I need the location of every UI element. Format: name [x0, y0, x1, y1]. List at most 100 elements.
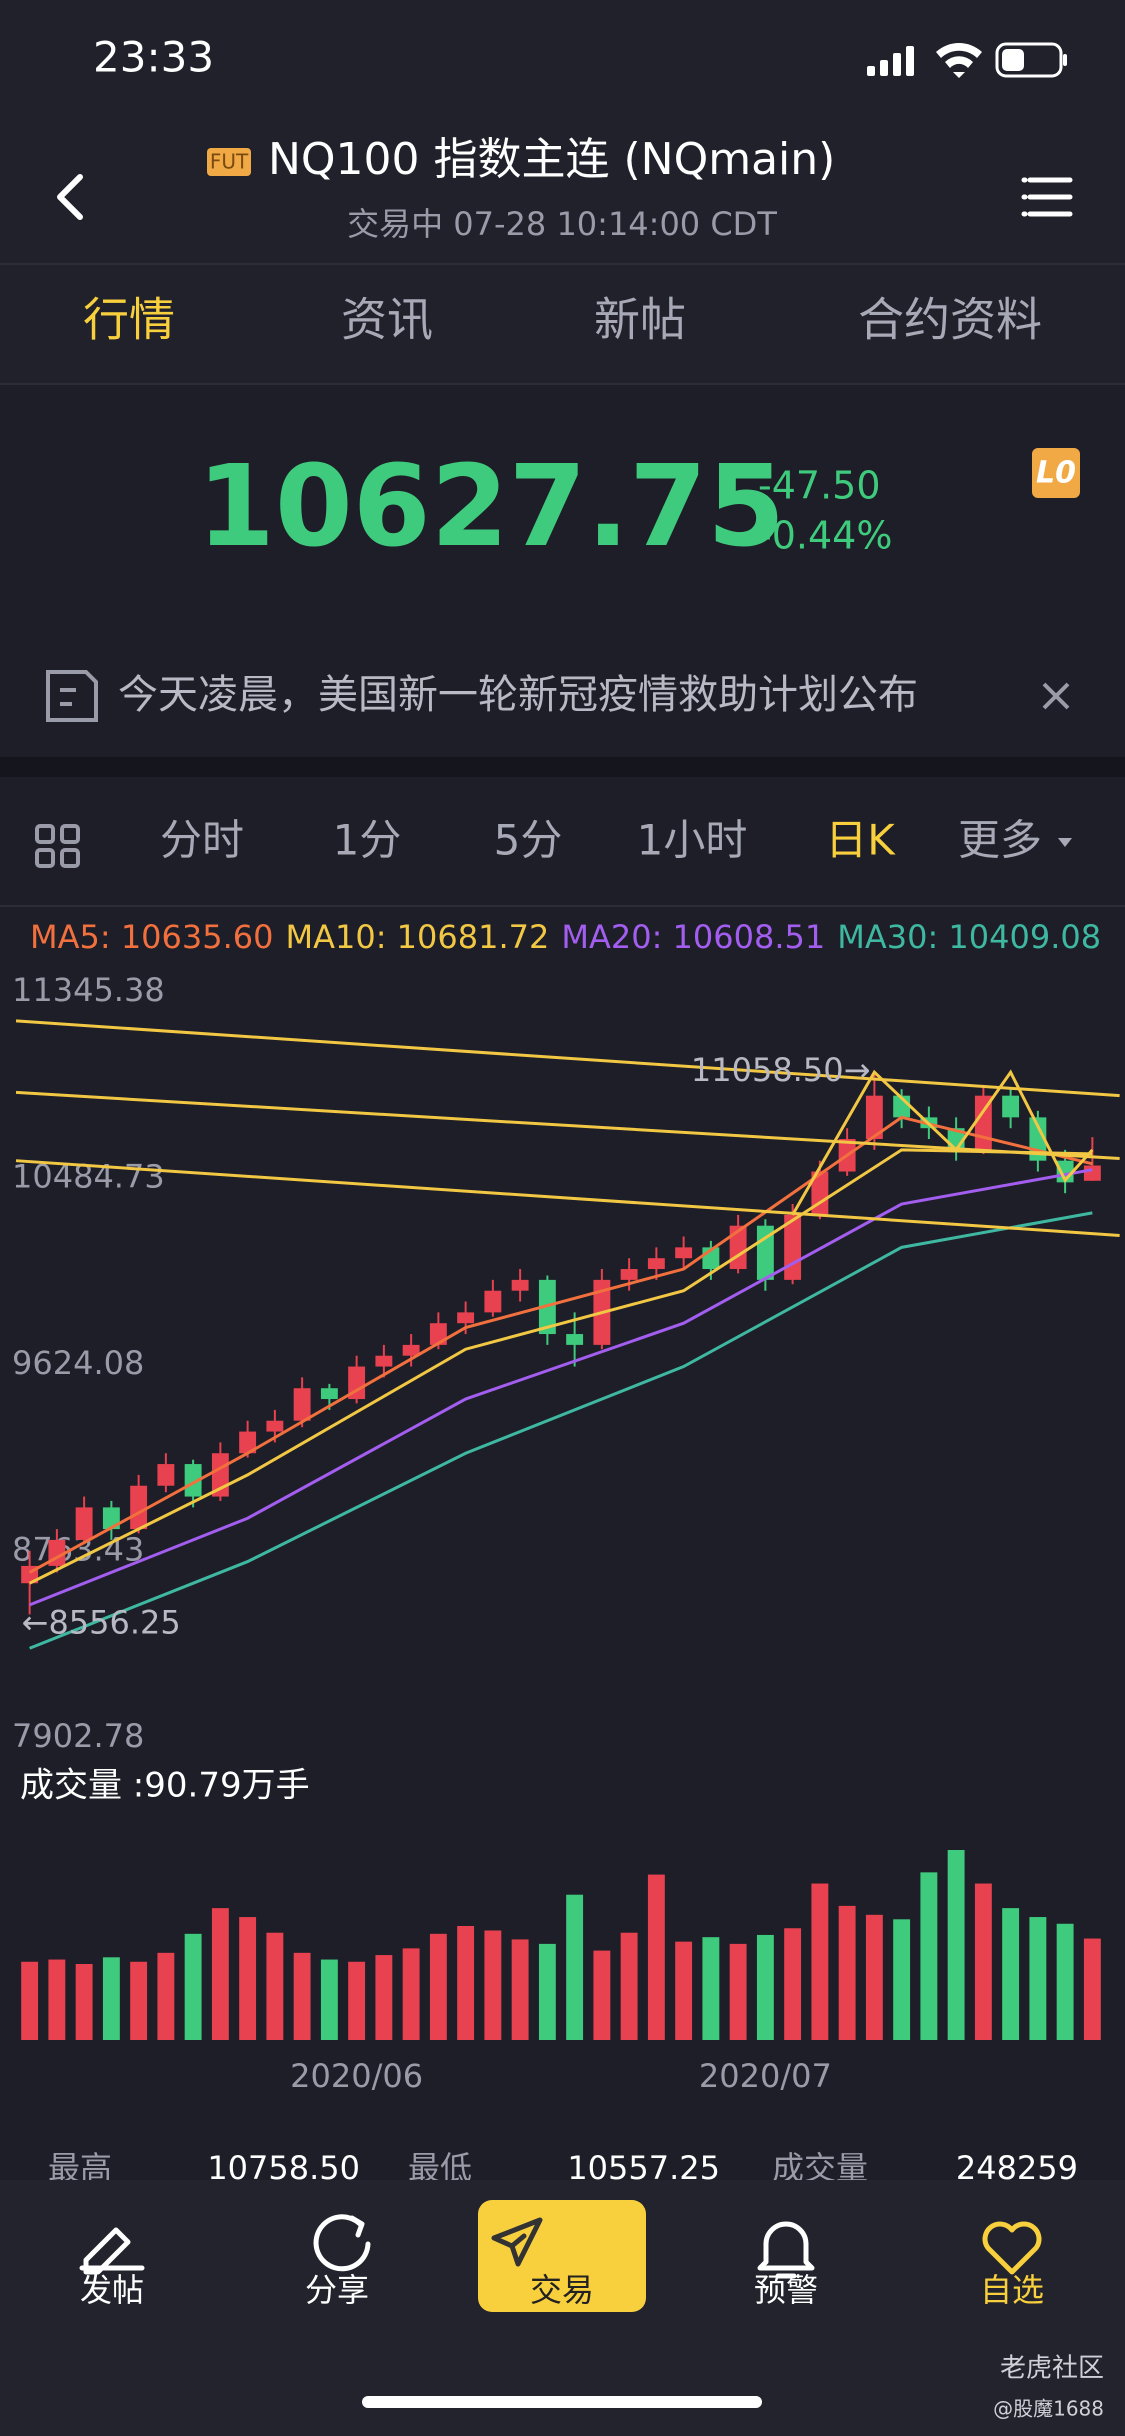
ma-legend: MA5: 10635.60 [30, 918, 274, 956]
volume-bar [1056, 1923, 1074, 2040]
nav-icons [79, 2214, 1042, 2279]
ma-line [28, 1148, 1093, 1585]
ma-legend: MA10: 10681.72 [286, 918, 550, 956]
candle-body [293, 1388, 311, 1421]
ma-line [29, 1168, 1093, 1607]
nav-item[interactable]: 自选 [980, 2271, 1044, 2309]
price-change-pct: -0.44% [758, 514, 892, 558]
candle-body [620, 1269, 638, 1280]
trendline [15, 1159, 1120, 1237]
fut-badge: FUT [210, 150, 249, 174]
ma-line [28, 1115, 1093, 1574]
volume-bar [348, 1961, 366, 2040]
nav-item[interactable]: 交易 [530, 2271, 594, 2309]
price: 10627.75 [197, 442, 785, 572]
price-change: -47.50 [758, 464, 881, 508]
annotation: 11058.50→ [691, 1051, 871, 1089]
trendline [15, 1090, 1120, 1161]
candle-body [566, 1334, 584, 1345]
period-tab[interactable]: 日K [825, 816, 896, 865]
volume-bar [130, 1961, 148, 2040]
volume-bar [647, 1874, 665, 2040]
candle-body [675, 1247, 693, 1259]
candle-body [784, 1214, 802, 1280]
volume-bar [511, 1939, 529, 2040]
volume-bar [811, 1883, 829, 2040]
candle-body [320, 1388, 338, 1400]
dropdown-arrow [1058, 838, 1072, 847]
candle-body [375, 1355, 393, 1367]
header-bg [0, 0, 1125, 264]
candle-body [266, 1420, 284, 1432]
volume-bar [75, 1964, 93, 2040]
tab[interactable]: 资讯 [341, 293, 433, 347]
y-tick-label: 7902.78 [12, 1717, 144, 1755]
news-text[interactable]: 今天凌晨，美国新一轮新冠疫情救助计划公布 [118, 672, 918, 718]
candle-body [75, 1507, 93, 1540]
period-tab[interactable]: 1小时 [637, 816, 748, 865]
volume-bar [620, 1932, 638, 2040]
annotation: ←8556.25 [22, 1603, 181, 1641]
volume-bar [920, 1872, 938, 2040]
candle-body [1002, 1095, 1020, 1118]
back-button[interactable] [57, 174, 83, 220]
volume-bar [1029, 1917, 1047, 2040]
nav-item[interactable]: 预警 [754, 2271, 818, 2309]
period-tab[interactable]: 更多 [958, 816, 1042, 865]
candle-body [239, 1431, 257, 1454]
status-time: 23:33 [93, 33, 214, 82]
volume-bar [756, 1934, 774, 2040]
tab[interactable]: 合约资料 [858, 293, 1042, 347]
period-tab[interactable]: 1分 [333, 816, 402, 865]
x-tick-label: 2020/07 [699, 2057, 832, 2095]
volume-bar [184, 1933, 202, 2040]
candle-body [402, 1344, 420, 1356]
news-close[interactable] [1042, 682, 1070, 710]
candle-body [102, 1507, 120, 1530]
nav-item[interactable]: 发帖 [80, 2271, 144, 2309]
tab[interactable]: 行情 [83, 293, 175, 347]
volume-bar [266, 1932, 284, 2040]
volume-bar [675, 1941, 693, 2040]
volume-bar [239, 1917, 257, 2040]
subtitle: 交易中 07-28 10:14:00 CDT [347, 205, 777, 243]
volume-bar [893, 1919, 911, 2040]
candle-body [511, 1279, 529, 1291]
volume-bar [48, 1959, 66, 2040]
y-tick-label: 9624.08 [12, 1344, 144, 1382]
news-icon [46, 670, 98, 722]
title: NQ100 指数主连 (NQmain) [268, 134, 835, 185]
watermark-handle: @股魔1688 [993, 2397, 1104, 2421]
candle-body [157, 1464, 175, 1486]
section-gap [0, 757, 1125, 777]
volume-bar [402, 1948, 420, 2040]
period-tab[interactable]: 分时 [160, 816, 244, 865]
volume-bar [293, 1952, 311, 2040]
volume-bar [784, 1928, 802, 2040]
zigzag [791, 1069, 1094, 1216]
trendline [15, 1019, 1120, 1098]
candle-body [647, 1258, 665, 1270]
volume-bar [1083, 1938, 1101, 2040]
menu-button[interactable] [1021, 177, 1073, 217]
period-tab[interactable]: 5分 [494, 816, 563, 865]
volume-bar [702, 1937, 720, 2040]
l0-badge: L0 [1036, 456, 1076, 491]
volume-bar [21, 1961, 39, 2040]
candle-body [348, 1366, 366, 1400]
volume-bar [157, 1952, 175, 2040]
tab[interactable]: 新帖 [594, 293, 686, 347]
home-indicator [362, 2396, 762, 2408]
layout-icon[interactable] [35, 824, 80, 868]
nav-item[interactable]: 分享 [305, 2271, 369, 2309]
volume-bar [947, 1850, 965, 2040]
ma-line [29, 1211, 1093, 1650]
volume-bar [211, 1908, 229, 2040]
fut-badge-bg [207, 148, 251, 176]
volume-bar [429, 1933, 447, 2040]
x-tick-label: 2020/06 [290, 2057, 423, 2095]
volume-bar [538, 1943, 556, 2040]
volume-bar [865, 1914, 883, 2040]
volume-bar [457, 1926, 475, 2040]
